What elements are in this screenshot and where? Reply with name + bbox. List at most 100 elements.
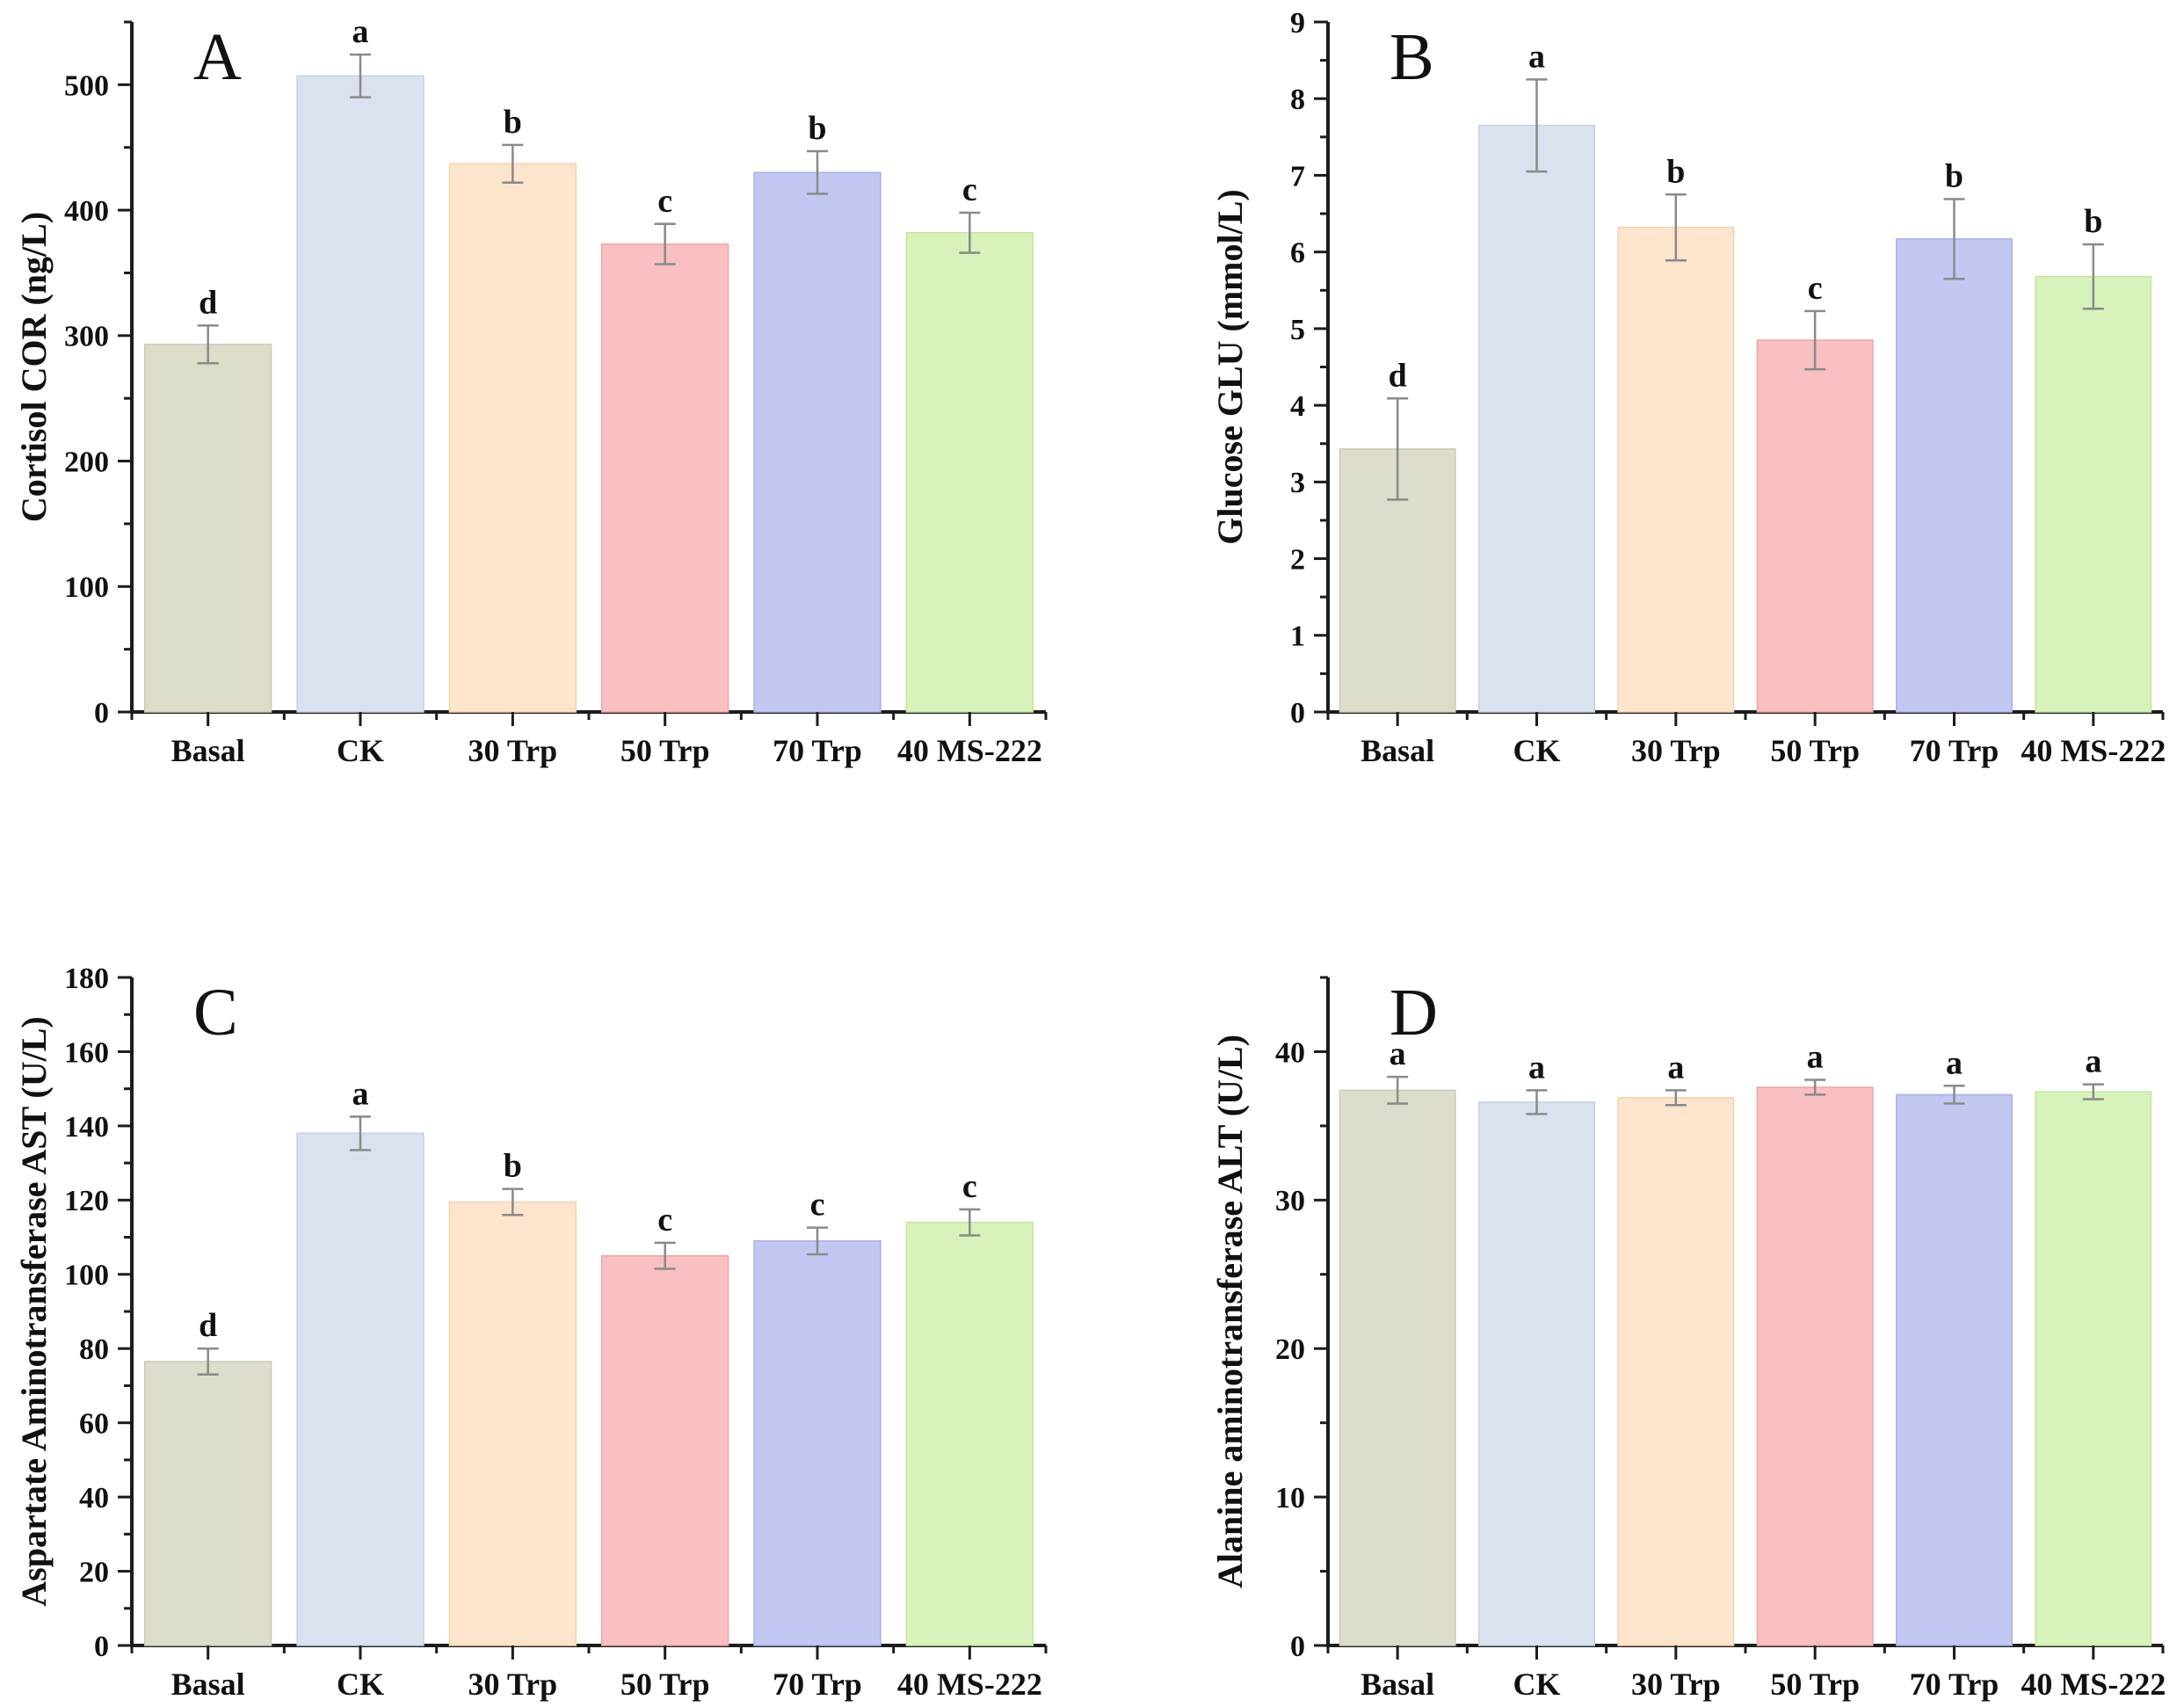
- y-axis-title-c: Aspartate Aminotransferase AST (U/L): [14, 1016, 54, 1606]
- y-tick-label: 4: [1290, 390, 1305, 423]
- significance-letter-basal: d: [1389, 357, 1407, 394]
- y-tick-label: 300: [64, 321, 109, 353]
- bar-40-ms-222: [2035, 1091, 2152, 1646]
- bar-50-trp: [1756, 339, 1874, 713]
- bar-basal: [1339, 1089, 1456, 1646]
- x-category-label-basal: Basal: [171, 1667, 245, 1702]
- significance-letter-30-trp: a: [1667, 1049, 1684, 1086]
- bar-30-trp: [448, 163, 577, 713]
- y-tick-label: 40: [1275, 1036, 1305, 1069]
- significance-letter-30-trp: b: [504, 1148, 522, 1185]
- bar-70-trp: [753, 1240, 882, 1646]
- significance-letter-basal: d: [199, 1307, 217, 1344]
- panel-a-cortisol-chart: 0 100 200 300 400 500 d Basal a CK b 30 Trp c 50 Trp b…: [14, 13, 1048, 768]
- y-tick-label: 7: [1290, 160, 1305, 192]
- x-category-label-50-trp: 50 Trp: [1770, 1667, 1860, 1702]
- bar-40-ms-222: [905, 232, 1034, 713]
- significance-letter-50-trp: c: [1808, 270, 1823, 307]
- significance-letter-40-ms-222: c: [962, 1168, 977, 1205]
- x-category-label-ck: CK: [1513, 733, 1561, 768]
- x-category-label-50-trp: 50 Trp: [1770, 733, 1860, 768]
- y-tick-label: 0: [1290, 697, 1305, 730]
- significance-letter-70-trp: c: [810, 1187, 825, 1224]
- significance-letter-ck: a: [352, 1075, 369, 1112]
- y-tick-label: 9: [1290, 7, 1305, 40]
- significance-letter-50-trp: c: [657, 183, 672, 220]
- panel-label-b: B: [1389, 20, 1434, 94]
- y-tick-label: 30: [1275, 1185, 1305, 1217]
- bar-40-ms-222: [2035, 275, 2152, 713]
- y-axis-title-d: Alanine aminotransferase ALT (U/L): [1210, 1035, 1250, 1588]
- y-tick-label: 10: [1275, 1482, 1305, 1515]
- bar-70-trp: [1896, 238, 2013, 713]
- bar-40-ms-222: [905, 1221, 1034, 1646]
- bar-ck: [1478, 1101, 1595, 1646]
- y-tick-label: 120: [64, 1185, 109, 1217]
- significance-letter-40-ms-222: c: [962, 171, 977, 208]
- x-category-label-40-ms-222: 40 MS-222: [2021, 733, 2166, 768]
- x-category-label-ck: CK: [337, 1667, 384, 1702]
- bar-30-trp: [448, 1201, 577, 1646]
- y-tick-label: 500: [64, 69, 109, 102]
- bar-30-trp: [1617, 227, 1735, 713]
- y-tick-label: 200: [64, 446, 109, 478]
- bar-ck: [296, 75, 424, 713]
- significance-letter-basal: a: [1389, 1035, 1406, 1072]
- significance-letter-basal: d: [199, 284, 217, 321]
- y-tick-label: 60: [79, 1408, 109, 1441]
- x-category-label-50-trp: 50 Trp: [620, 1667, 710, 1702]
- bar-30-trp: [1617, 1097, 1735, 1646]
- x-category-label-70-trp: 70 Trp: [773, 1667, 862, 1702]
- y-tick-label: 40: [79, 1482, 109, 1515]
- panel-label-a: A: [193, 20, 242, 94]
- significance-letter-70-trp: a: [1946, 1044, 1963, 1081]
- x-category-label-40-ms-222: 40 MS-222: [897, 733, 1042, 768]
- y-axis-title-b: Glucose GLU (mmol/L): [1210, 189, 1250, 544]
- y-tick-label: 2: [1290, 543, 1305, 576]
- panel-d-alt-chart: 0 10 20 30 40 a Basal a CK a 30 Trp a 50 Trp a 70 Trp a…: [1210, 976, 2166, 1702]
- y-tick-label: 0: [1290, 1631, 1305, 1663]
- significance-letter-30-trp: b: [504, 104, 522, 141]
- x-category-label-70-trp: 70 Trp: [1910, 733, 1999, 768]
- significance-letter-ck: a: [1528, 1049, 1545, 1086]
- bar-ck: [296, 1132, 424, 1646]
- x-category-label-30-trp: 30 Trp: [1631, 1667, 1721, 1702]
- significance-letter-40-ms-222: a: [2085, 1043, 2101, 1080]
- x-category-label-basal: Basal: [1360, 733, 1434, 768]
- x-category-label-50-trp: 50 Trp: [620, 733, 710, 768]
- y-tick-label: 400: [64, 195, 109, 228]
- x-category-label-basal: Basal: [1360, 1667, 1434, 1702]
- panel-c-ast-chart: 0 20 40 60 80 100 120 140 160 180 d Basal a CK b 30 Trp…: [14, 962, 1048, 1702]
- y-tick-label: 20: [79, 1556, 109, 1588]
- x-category-label-70-trp: 70 Trp: [773, 733, 862, 768]
- y-tick-label: 1: [1290, 621, 1305, 653]
- y-tick-label: 180: [64, 962, 109, 995]
- y-tick-label: 8: [1290, 84, 1305, 116]
- x-category-label-40-ms-222: 40 MS-222: [897, 1667, 1042, 1702]
- y-tick-label: 100: [64, 1260, 109, 1292]
- y-tick-label: 6: [1290, 237, 1305, 270]
- y-tick-label: 0: [94, 1631, 109, 1663]
- bar-70-trp: [1896, 1093, 2013, 1646]
- significance-letter-30-trp: b: [1666, 153, 1685, 190]
- x-category-label-basal: Basal: [171, 733, 245, 768]
- y-tick-label: 80: [79, 1333, 109, 1366]
- y-tick-label: 3: [1290, 467, 1305, 499]
- x-category-label-30-trp: 30 Trp: [468, 1667, 557, 1702]
- bar-basal: [143, 1361, 272, 1646]
- significance-letter-50-trp: a: [1807, 1039, 1824, 1076]
- x-category-label-30-trp: 30 Trp: [468, 733, 557, 768]
- significance-letter-ck: a: [352, 13, 369, 50]
- x-category-label-40-ms-222: 40 MS-222: [2021, 1667, 2166, 1702]
- bar-ck: [1478, 125, 1595, 713]
- bar-50-trp: [600, 1254, 729, 1646]
- y-tick-label: 20: [1275, 1333, 1305, 1366]
- bar-basal: [143, 344, 272, 713]
- significance-letter-70-trp: b: [808, 110, 826, 147]
- significance-letter-40-ms-222: b: [2084, 203, 2102, 240]
- bar-50-trp: [1756, 1086, 1874, 1646]
- significance-letter-70-trp: b: [1945, 157, 1963, 194]
- x-category-label-ck: CK: [337, 733, 384, 768]
- y-axis-title-a: Cortisol COR (ng/L): [14, 212, 54, 522]
- panel-label-d: D: [1389, 976, 1438, 1050]
